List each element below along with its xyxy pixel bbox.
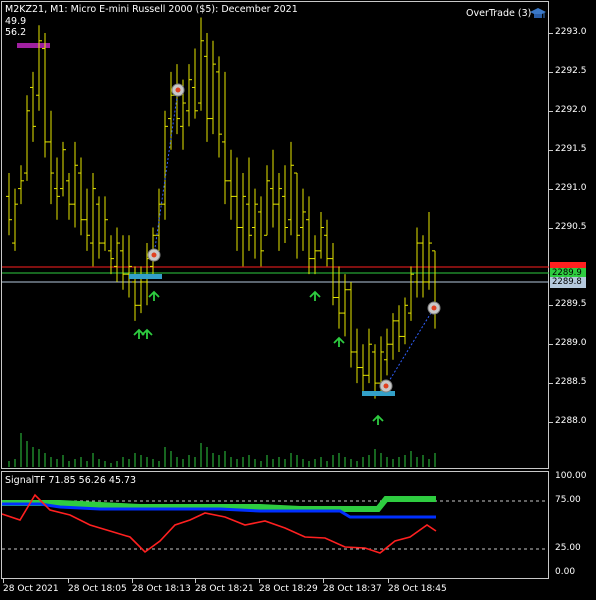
price-tick: [549, 344, 553, 346]
indicator-axis-label: 75.00: [555, 495, 581, 505]
indicator-frame[interactable]: [1, 471, 549, 579]
price-label: 2292.5: [555, 65, 587, 76]
time-tick: [259, 579, 260, 583]
price-label: 2288.5: [555, 377, 587, 388]
price-label: 2289.0: [555, 338, 587, 349]
price-tick: [549, 188, 553, 190]
time-label: 28 Oct 18:29: [259, 584, 318, 594]
price-tick: [549, 422, 553, 423]
time-label: 28 Oct 2021: [3, 584, 59, 594]
price-label: 2291.0: [555, 182, 587, 193]
time-tick: [132, 579, 133, 583]
indicator-axis-label: 100.00: [555, 471, 587, 481]
time-tick: [195, 579, 196, 583]
main-chart-frame[interactable]: [1, 1, 549, 469]
time-label: 28 Oct 18:21: [195, 584, 254, 594]
price-tick: [549, 110, 553, 112]
price-tick: [549, 71, 553, 73]
price-label: 2288.0: [555, 416, 587, 426]
price-label: 2291.5: [555, 143, 587, 154]
time-tick: [3, 579, 4, 583]
time-label: 28 Oct 18:37: [323, 584, 382, 594]
price-tick: [549, 227, 553, 229]
price-label: 2290.5: [555, 221, 587, 232]
price-tick: [549, 33, 553, 34]
graduation-cap-icon[interactable]: [530, 7, 546, 21]
value-readout-2: 56.2: [5, 27, 27, 38]
indicator-axis-label: 0.00: [555, 567, 576, 577]
symbol-title: M2KZ21, M1: Micro E-mini Russell 2000 ($…: [5, 4, 298, 15]
indicator-title: SignalTF 71.85 56.26 45.73: [5, 475, 137, 486]
time-tick: [68, 579, 69, 583]
price-tick: [549, 305, 553, 307]
time-tick: [388, 579, 389, 583]
time-label: 28 Oct 18:13: [132, 584, 191, 594]
time-tick: [323, 579, 324, 583]
price-tag: 2289.9: [550, 268, 586, 279]
price-tick: [549, 383, 553, 385]
time-label: 28 Oct 18:05: [68, 584, 127, 594]
price-label: 2292.0: [555, 104, 587, 115]
brand-label[interactable]: OverTrade (3): [466, 8, 532, 19]
price-label: 2293.0: [555, 27, 587, 37]
price-label: 2289.5: [555, 299, 587, 310]
value-readout-1: 49.9: [5, 16, 27, 27]
price-tag: 2289.8: [550, 277, 586, 288]
time-label: 28 Oct 18:45: [388, 584, 447, 594]
indicator-axis-label: 25.00: [555, 543, 581, 553]
price-tick: [549, 149, 553, 151]
price-tag: 2290.0: [550, 262, 586, 273]
